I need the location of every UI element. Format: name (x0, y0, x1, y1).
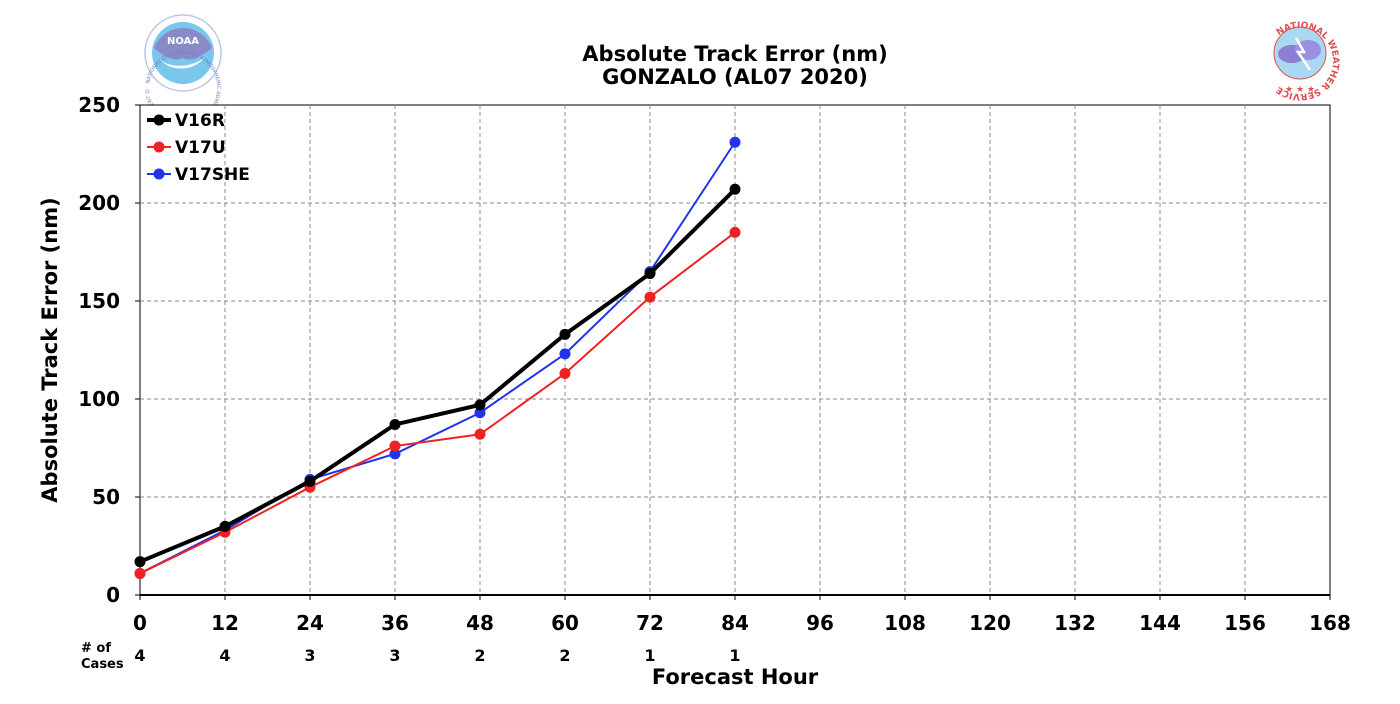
legend-marker (153, 141, 165, 153)
chart-title: Absolute Track Error (nm) (582, 42, 887, 66)
data-point (134, 556, 146, 568)
data-point (559, 328, 571, 340)
x-tick-label: 84 (721, 611, 749, 635)
legend-label: V17U (175, 138, 226, 158)
data-point (389, 418, 401, 430)
svg-text:NOAA: NOAA (167, 36, 199, 47)
case-count: 4 (219, 646, 230, 665)
data-point (729, 183, 741, 195)
x-axis-label: Forecast Hour (652, 665, 819, 689)
case-count: 3 (304, 646, 315, 665)
case-count: 3 (389, 646, 400, 665)
x-tick-label: 144 (1139, 611, 1181, 635)
x-tick-label: 60 (551, 611, 579, 635)
data-point (474, 399, 486, 411)
series-line (139, 231, 736, 575)
legend-entry: V17SHE (147, 165, 250, 185)
x-tick-label: 72 (636, 611, 664, 635)
y-tick-label: 0 (106, 583, 120, 607)
legend-entry: V16R (147, 111, 225, 131)
case-count: 2 (474, 646, 485, 665)
x-tick-label: 168 (1309, 611, 1351, 635)
legend-marker (153, 114, 165, 126)
y-tick-label: 100 (78, 387, 120, 411)
x-tick-label: 156 (1224, 611, 1266, 635)
series-v17u (134, 226, 741, 579)
x-tick-label: 120 (969, 611, 1011, 635)
data-point (729, 136, 741, 148)
data-point (134, 567, 146, 579)
y-tick-label: 150 (78, 289, 120, 313)
series-v16r (134, 183, 741, 568)
data-point (644, 291, 656, 303)
legend: V16R V17U V17SHE (147, 111, 250, 185)
x-tick-label: 48 (466, 611, 494, 635)
data-point (474, 407, 486, 419)
data-point (304, 475, 316, 487)
cases-label: Cases (81, 657, 124, 672)
x-tick-label: 108 (884, 611, 926, 635)
data-point (389, 440, 401, 452)
cases-label: # of (81, 641, 111, 656)
data-point (389, 448, 401, 460)
case-count: 2 (559, 646, 570, 665)
x-tick-label: 132 (1054, 611, 1096, 635)
case-count: 1 (729, 646, 740, 665)
chart-subtitle: GONZALO (AL07 2020) (602, 65, 868, 89)
x-tick-label: 96 (806, 611, 834, 635)
y-tick-label: 50 (92, 485, 120, 509)
legend-marker (153, 168, 165, 180)
x-tick-label: 36 (381, 611, 409, 635)
gridlines (140, 105, 1330, 595)
data-point (559, 368, 571, 380)
y-tick-label: 200 (78, 191, 120, 215)
axes: 0 12 24 36 48 60 72 84 96 108 120 132 144 156 168 0 50 10… (78, 93, 1351, 635)
data-point (729, 226, 741, 238)
y-tick-label: 250 (78, 93, 120, 117)
legend-entry: V17U (147, 138, 226, 158)
y-axis-label: Absolute Track Error (nm) (38, 197, 62, 502)
x-tick-label: 12 (211, 611, 239, 635)
data-point (474, 428, 486, 440)
nws-logo: NATIONAL WEATHER SERVICE ★ ★ ★ (1273, 21, 1340, 101)
legend-label: V16R (175, 111, 225, 131)
data-point (644, 268, 656, 280)
series-line (139, 187, 737, 564)
case-count: 4 (134, 646, 145, 665)
svg-text:★ ★ ★: ★ ★ ★ (1285, 85, 1315, 95)
data-point (559, 348, 571, 360)
x-tick-label: 24 (296, 611, 324, 635)
case-count: 1 (644, 646, 655, 665)
legend-label: V17SHE (175, 165, 250, 185)
x-tick-label: 0 (133, 611, 147, 635)
series-group (134, 136, 741, 579)
data-point (219, 520, 231, 532)
